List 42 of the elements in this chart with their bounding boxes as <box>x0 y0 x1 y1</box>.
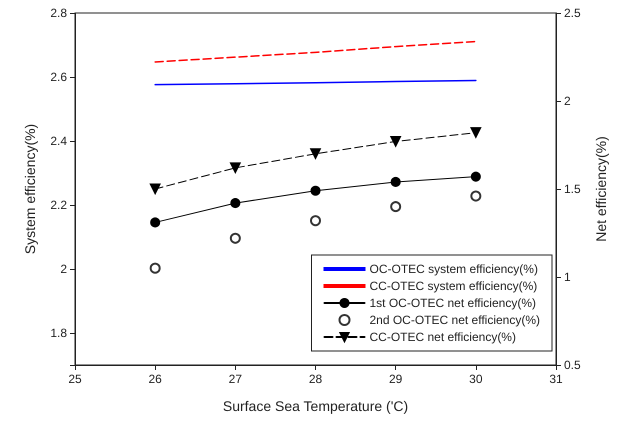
y-tick-label: 1.8 <box>50 326 68 340</box>
x-tick-label: 28 <box>308 372 322 386</box>
y2-axis-title: Net efficiency(%) <box>593 136 609 242</box>
point <box>230 232 241 244</box>
y2-tick-label: 1.5 <box>564 182 582 196</box>
x-tick-label: 27 <box>228 372 242 386</box>
point <box>310 148 321 160</box>
point <box>390 176 401 187</box>
y2-tick-label: 2.5 <box>564 6 582 20</box>
legend-label: OC-OTEC system efficiency(%) <box>370 262 538 276</box>
x-tick-label: 25 <box>68 372 82 386</box>
point <box>390 201 402 212</box>
point <box>470 127 482 138</box>
x-tick-label: 26 <box>148 372 162 386</box>
x-tick-label: 29 <box>388 372 403 386</box>
y2-tick-label: 1 <box>564 270 571 284</box>
y-tick-label: 2.8 <box>50 6 68 20</box>
x-tick-label: 31 <box>549 372 563 386</box>
y2-tick-label: 2 <box>564 94 571 108</box>
y-tick-label: 2.4 <box>50 134 68 148</box>
point <box>310 215 321 226</box>
x-tick-label: 30 <box>469 372 483 386</box>
legend-label: CC-OTEC system efficiency(%) <box>370 279 538 293</box>
point <box>230 198 240 208</box>
point <box>150 217 160 228</box>
point <box>470 190 482 202</box>
legend-label: 2nd OC-OTEC net efficiency(%) <box>370 313 540 327</box>
y-axis-title: System efficiency(%) <box>22 124 38 254</box>
y2-tick-label: 0.5 <box>564 358 582 372</box>
point <box>310 186 320 196</box>
y-tick-label: 2.2 <box>50 198 68 212</box>
point <box>150 262 161 274</box>
y-tick-label: 2.6 <box>50 70 68 84</box>
x-axis-title: Surface Sea Temperature ('C) <box>222 398 408 414</box>
line-series <box>154 40 477 63</box>
point <box>230 162 241 174</box>
y-tick-label: 2 <box>60 262 68 276</box>
point <box>390 136 402 147</box>
legend-label: CC-OTEC net efficiency(%) <box>370 330 516 344</box>
legend-label: 1st OC-OTEC net efficiency(%) <box>370 296 536 310</box>
point <box>150 184 161 194</box>
point <box>470 172 481 182</box>
